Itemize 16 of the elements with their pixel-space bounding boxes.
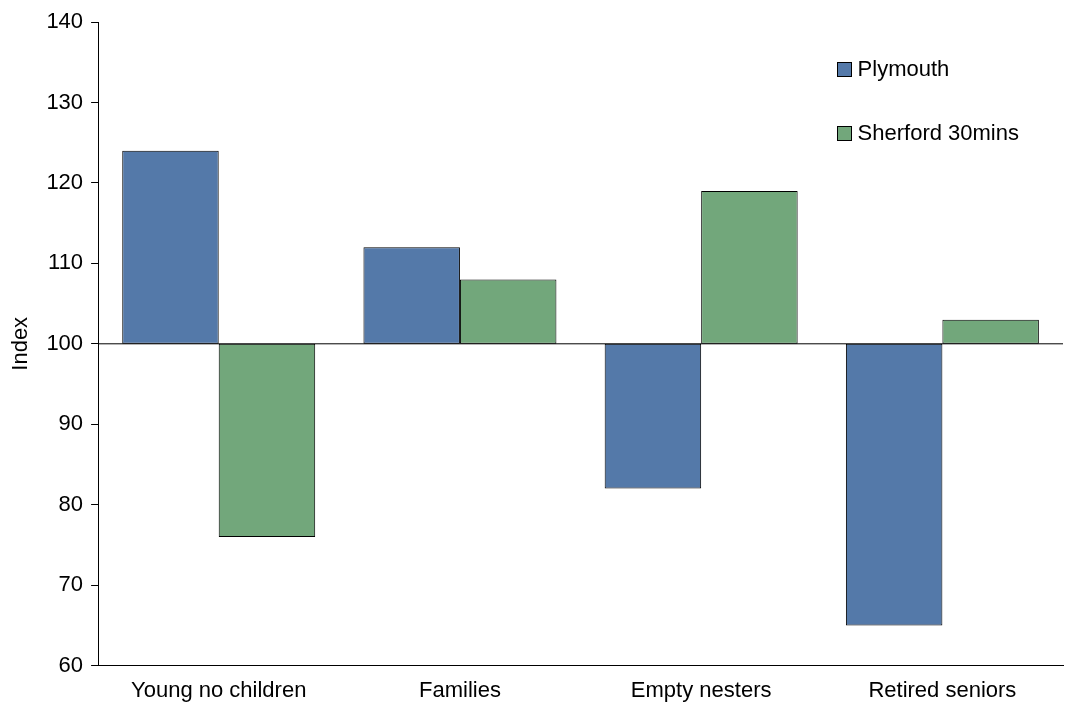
y-tick-label: 130 [46,88,84,114]
y-axis-title: Index [7,316,33,371]
y-tick-label: 110 [48,249,84,275]
y-tick-label: 120 [46,168,84,194]
legend-label: Sherford 30mins [857,120,1019,146]
x-tick-label: Young no children [131,676,307,702]
y-tick-label: 90 [58,410,84,436]
x-tick-label: Empty nesters [630,676,772,702]
x-tick-label: Families [418,676,501,702]
y-tick-label: 60 [58,651,84,677]
x-tick-label: Retired seniors [868,676,1017,702]
legend-label: Plymouth [857,56,950,82]
y-tick-label: 70 [58,571,84,597]
y-tick-label: 140 [46,8,84,34]
y-tick-label: 80 [58,490,84,516]
y-tick-label: 100 [46,329,84,355]
